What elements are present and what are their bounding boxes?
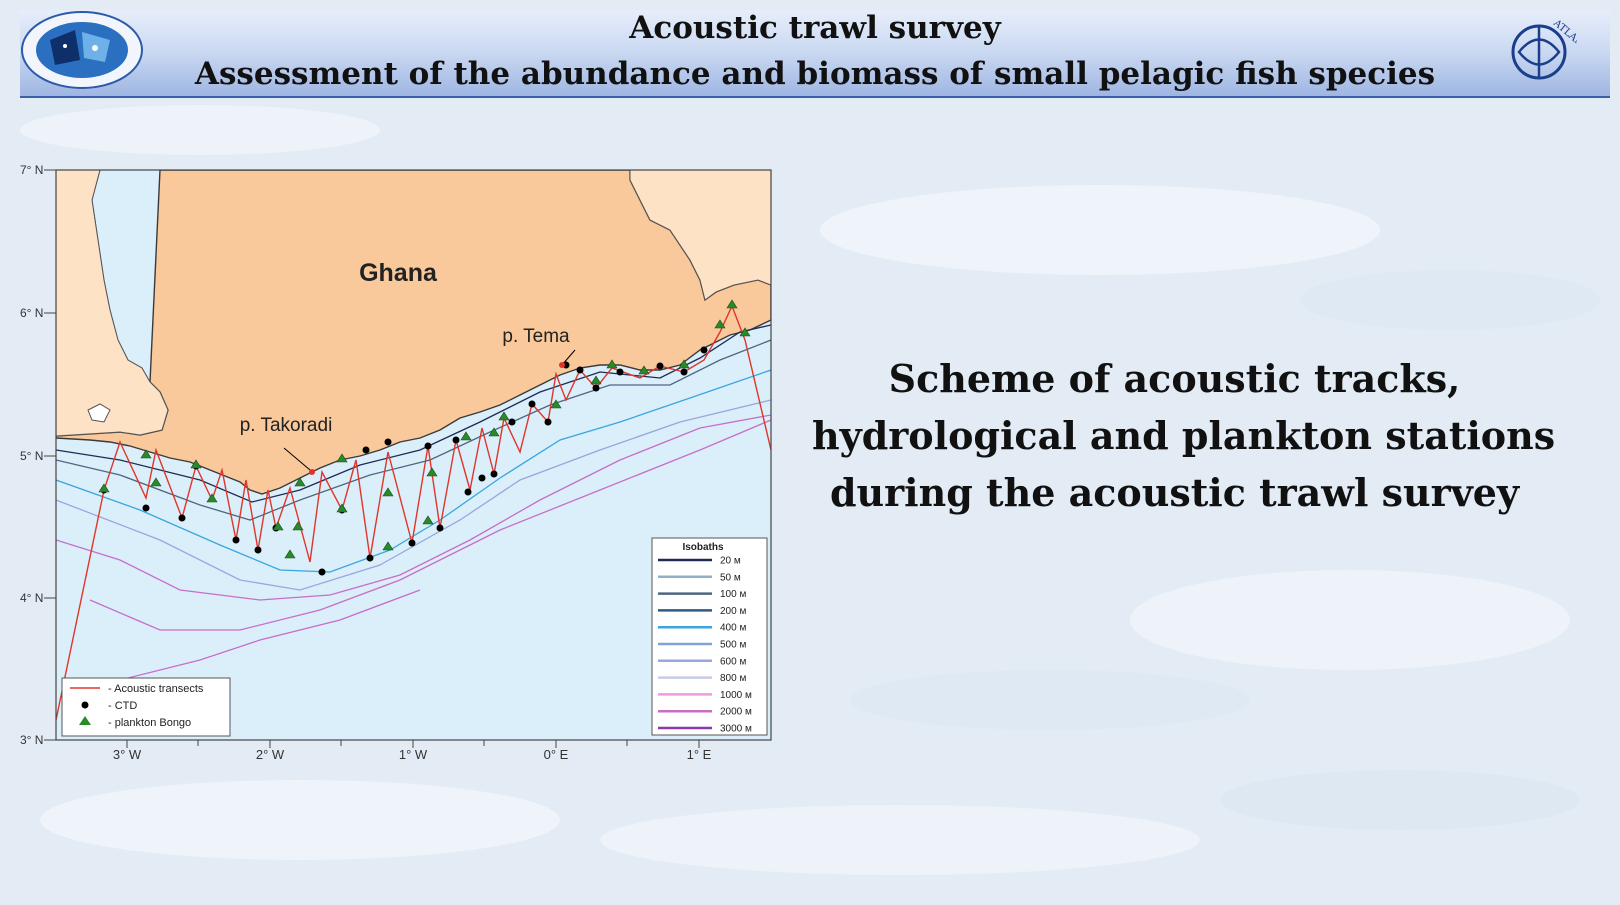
caption-line: Scheme of acoustic tracks, (888, 356, 1461, 401)
slide-header: Acoustic trawl survey Assessment of the … (20, 10, 1610, 98)
lagoon (87, 403, 111, 423)
port-tema-label: p. Tema (502, 326, 570, 347)
isobath-label: 400 м (720, 623, 746, 634)
lon-label: 3° W (113, 747, 142, 762)
ivory-coast-land (56, 170, 169, 437)
isobath-label: 200 м (720, 606, 746, 617)
tema-leader (561, 349, 576, 366)
lon-label: 1° E (687, 747, 712, 762)
atlantniro-logo: ATLANTNIRO (1511, 17, 1577, 80)
lon-label: 1° W (399, 747, 428, 762)
togo-land (629, 170, 771, 301)
isobath-label: 600 м (720, 656, 746, 667)
survey-map: Ghana p. Tema p. Takoradi 7° N 6° N 5° N… (20, 163, 772, 762)
slide-title: Acoustic trawl survey (629, 10, 1001, 46)
isobath-legend-title: Isobaths (682, 542, 724, 553)
caption-line: during the acoustic trawl survey (829, 470, 1520, 515)
slide-subtitle: Assessment of the abundance and biomass … (194, 56, 1436, 92)
lon-label: 2° W (256, 747, 285, 762)
slide-caption: Scheme of acoustic tracks, hydrological … (812, 350, 1556, 521)
isobath-label: 800 м (720, 673, 746, 684)
tema-marker (559, 362, 565, 368)
port-takoradi-label: p. Takoradi (240, 415, 333, 436)
longitude-axis: 3° W 2° W 1° W 0° E 1° E (113, 740, 712, 762)
isobath-label: 3000 м (720, 724, 752, 735)
isobath-label: 50 м (720, 572, 741, 583)
isobath-label: 100 м (720, 589, 746, 600)
bongo-stations (98, 299, 751, 559)
isobath-label: 20 м (720, 556, 741, 567)
lat-label: 3° N (20, 733, 43, 747)
isobath-label: 1000 м (720, 690, 752, 701)
lat-label: 6° N (20, 306, 43, 320)
latitude-axis: 7° N 6° N 5° N 4° N 3° N (20, 163, 56, 747)
isobath-label: 2000 м (720, 707, 752, 718)
institute-logo-left (21, 11, 143, 89)
ctd-stations (100, 346, 708, 576)
isobath-lines (56, 324, 771, 681)
isobath-label: 500 м (720, 640, 746, 651)
legend-ctd-label: - CTD (108, 700, 137, 712)
lon-label: 0° E (544, 747, 569, 762)
legend-bongo-label: - plankton Bongo (108, 717, 191, 729)
caption-line: hydrological and plankton stations (812, 413, 1556, 458)
takoradi-marker (309, 469, 315, 475)
point-legend: - Acoustic transects - CTD - plankton Bo… (61, 677, 231, 737)
isobath-legend: Isobaths 20 м 50 м 100 м 200 м 400 м 500 м 600… (651, 537, 768, 736)
lat-label: 4° N (20, 591, 43, 605)
lat-label: 7° N (20, 163, 43, 177)
legend-transects-label: - Acoustic transects (108, 683, 204, 695)
takoradi-leader (283, 447, 311, 471)
country-label: Ghana (359, 259, 438, 287)
lat-label: 5° N (20, 449, 43, 463)
